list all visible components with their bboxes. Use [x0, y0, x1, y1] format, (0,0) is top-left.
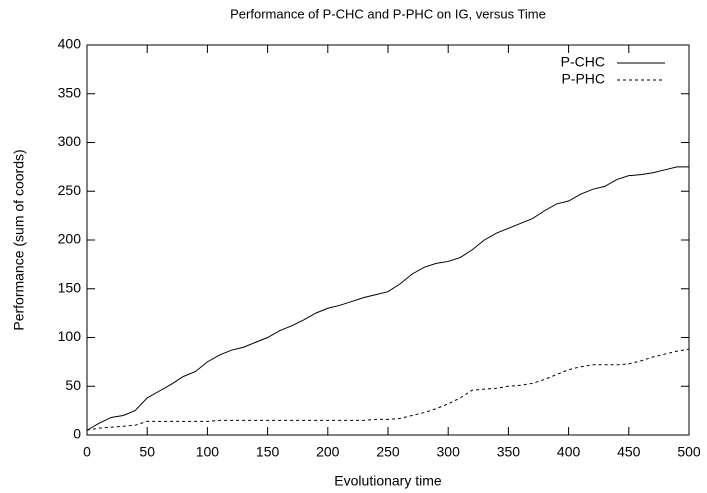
legend-label: P-PHC	[561, 71, 605, 87]
y-tick-label: 350	[58, 84, 82, 100]
y-tick-label: 0	[73, 426, 81, 442]
series-line	[86, 166, 689, 431]
x-tick-label: 400	[557, 444, 581, 460]
x-tick-label: 150	[256, 444, 280, 460]
y-tick-label: 100	[58, 328, 82, 344]
y-axis-label: Performance (sum of coords)	[11, 149, 27, 330]
x-tick-label: 250	[376, 444, 400, 460]
y-tick-label: 150	[58, 279, 82, 295]
legend-label: P-CHC	[561, 54, 605, 70]
y-tick-label: 200	[58, 231, 82, 247]
x-tick-label: 50	[139, 444, 155, 460]
x-tick-label: 0	[83, 444, 91, 460]
plot-frame	[86, 44, 690, 436]
y-tick-label: 400	[58, 36, 82, 52]
x-tick-label: 300	[437, 444, 461, 460]
x-tick-label: 100	[196, 444, 220, 460]
y-tick-label: 300	[58, 133, 82, 149]
chart-title: Performance of P-CHC and P-PHC on IG, ve…	[230, 6, 546, 21]
x-axis-label: Evolutionary time	[334, 473, 442, 489]
y-tick-label: 50	[65, 377, 81, 393]
y-tick-label: 250	[58, 182, 82, 198]
x-tick-label: 450	[617, 444, 641, 460]
x-tick-label: 200	[316, 444, 340, 460]
series-line	[86, 348, 690, 431]
x-tick-label: 500	[677, 444, 701, 460]
x-tick-label: 350	[497, 444, 521, 460]
